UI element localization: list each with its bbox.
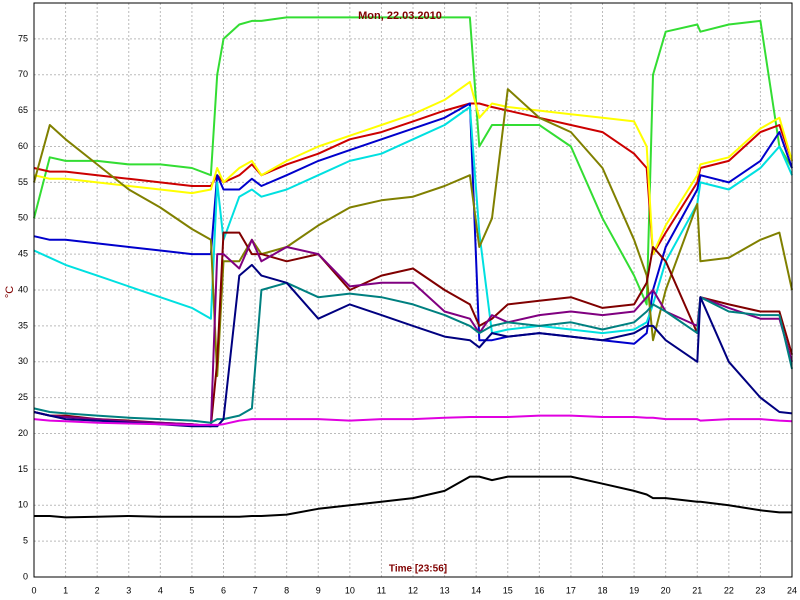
series-line xyxy=(33,16,793,306)
y-axis-label: °C xyxy=(4,286,16,298)
x-tick-label: 17 xyxy=(566,585,576,595)
series-line xyxy=(33,263,793,428)
x-tick-label: 20 xyxy=(661,585,671,595)
y-tick-label: 45 xyxy=(18,249,28,259)
y-tick-label: 75 xyxy=(18,33,28,43)
y-tick-label: 30 xyxy=(18,356,28,366)
x-tick-label: 9 xyxy=(316,585,321,595)
y-tick-label: 65 xyxy=(18,105,28,115)
y-tick-label: 15 xyxy=(18,464,28,474)
x-tick-label: 22 xyxy=(724,585,734,595)
y-tick-label: 35 xyxy=(18,320,28,330)
y-tick-label: 50 xyxy=(18,213,28,223)
x-tick-label: 12 xyxy=(408,585,418,595)
y-tick-label: 70 xyxy=(18,69,28,79)
x-tick-label: 18 xyxy=(597,585,607,595)
x-tick-label: 4 xyxy=(158,585,163,595)
x-tick-label: 7 xyxy=(253,585,258,595)
x-tick-label: 16 xyxy=(534,585,544,595)
x-tick-label: 13 xyxy=(440,585,450,595)
x-tick-label: 5 xyxy=(189,585,194,595)
x-tick-label: 14 xyxy=(471,585,481,595)
x-tick-label: 21 xyxy=(692,585,702,595)
lines xyxy=(33,16,793,519)
x-tick-label: 6 xyxy=(221,585,226,595)
series-line xyxy=(33,102,793,345)
plot-frame xyxy=(33,2,793,578)
x-tick-label: 10 xyxy=(345,585,355,595)
x-tick-label: 24 xyxy=(787,585,797,595)
x-tick-label: 3 xyxy=(126,585,131,595)
chart-title: Mon, 22.03.2010 xyxy=(358,10,442,22)
y-tick-label: 20 xyxy=(18,428,28,438)
y-tick-label: 40 xyxy=(18,284,28,294)
x-tick-label: 0 xyxy=(31,585,36,595)
x-tick-label: 2 xyxy=(95,585,100,595)
y-tick-label: 25 xyxy=(18,392,28,402)
x-tick-label: 23 xyxy=(755,585,765,595)
series-line xyxy=(34,475,792,519)
x-tick-label: 8 xyxy=(284,585,289,595)
y-tick-label: 5 xyxy=(23,536,28,546)
x-tick-label: 19 xyxy=(629,585,639,595)
x-axis-label: Time [23:56] xyxy=(389,564,447,575)
x-tick-label: 15 xyxy=(503,585,513,595)
y-tick-label: 60 xyxy=(18,141,28,151)
series-line xyxy=(33,281,793,424)
y-tick-label: 0 xyxy=(23,571,28,581)
x-tick-label: 11 xyxy=(377,585,386,595)
series-line xyxy=(33,102,793,256)
y-tick-label: 55 xyxy=(18,177,28,187)
x-tick-label: 1 xyxy=(63,585,68,595)
series-line xyxy=(33,80,793,256)
y-tick-label: 10 xyxy=(18,500,28,510)
series-line xyxy=(33,414,793,426)
series-line xyxy=(33,106,793,335)
